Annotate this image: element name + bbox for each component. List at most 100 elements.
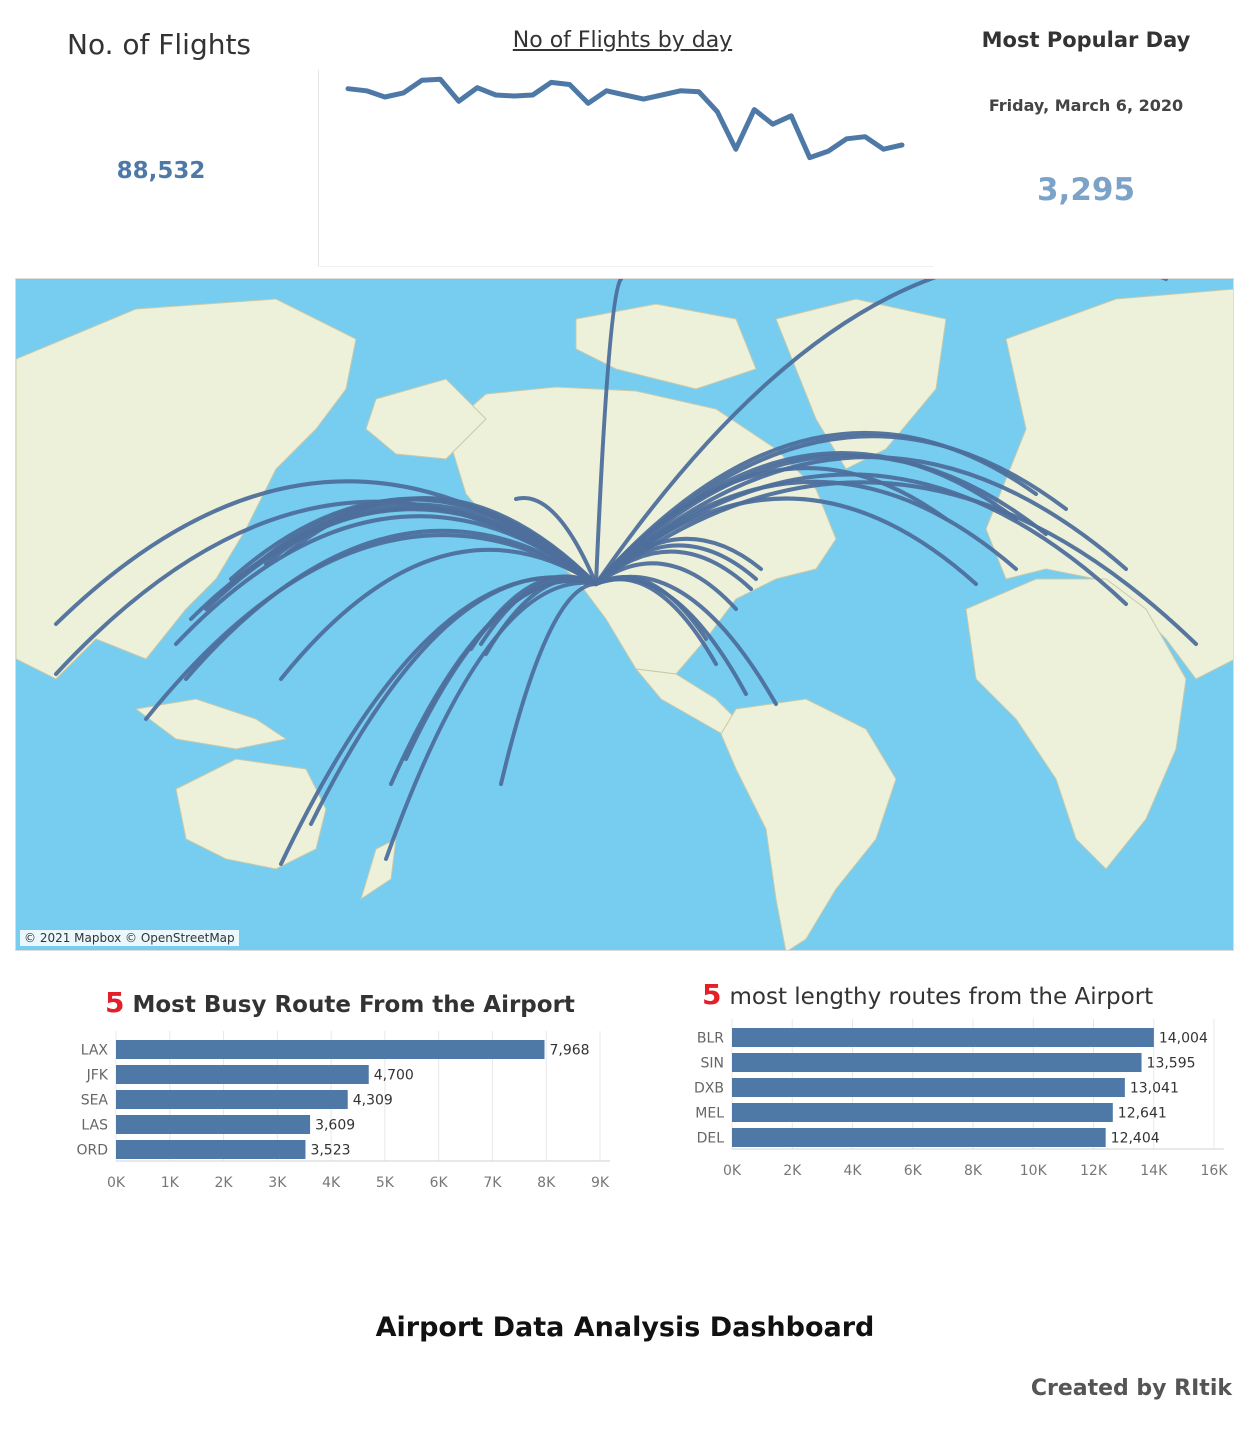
credit-text: Created by RItik <box>1030 1376 1232 1401</box>
bar-value-label: 4,700 <box>374 1068 414 1084</box>
bar[interactable] <box>732 1028 1154 1047</box>
route-arc[interactable] <box>174 514 598 646</box>
route-arc[interactable] <box>594 451 1018 586</box>
bar[interactable] <box>732 1128 1106 1147</box>
route-arc[interactable] <box>279 547 598 681</box>
popular-day-title: Most Popular Day <box>981 28 1191 52</box>
route-arc[interactable] <box>279 575 598 866</box>
busy-routes-title-text: Most Busy Route From the Airport <box>132 992 575 1018</box>
bar-value-label: 12,404 <box>1111 1131 1160 1147</box>
flight-routes <box>54 279 1198 866</box>
lengthy-routes-title-text: most lengthy routes from the Airport <box>729 984 1154 1010</box>
route-arc[interactable] <box>499 582 598 786</box>
x-tick-label: 0K <box>723 1163 742 1179</box>
bar-value-label: 3,609 <box>315 1118 355 1134</box>
x-tick-label: 12K <box>1080 1163 1108 1179</box>
category-label: MEL <box>695 1106 724 1122</box>
x-tick-label: 2K <box>783 1163 802 1179</box>
bar-value-label: 3,523 <box>310 1143 350 1159</box>
bar[interactable] <box>732 1053 1142 1072</box>
south-america-landmass <box>720 698 897 950</box>
x-tick-label: 6K <box>430 1175 449 1191</box>
busy-routes-bar-chart[interactable]: LAX 7,968 JFK 4,700 SEA 4,309 LAS 3,609 ORD 3,523… <box>60 1030 640 1200</box>
category-label: DXB <box>694 1081 724 1097</box>
route-arc[interactable] <box>309 575 598 826</box>
australia-landmass <box>175 758 327 870</box>
busy-routes-count: 5 <box>105 986 125 1019</box>
x-tick-label: 7K <box>483 1175 502 1191</box>
trend-divider <box>318 70 319 266</box>
popular-day-value: 3,295 <box>1036 172 1136 208</box>
category-label: ORD <box>76 1143 108 1159</box>
lengthy-routes-bar-chart[interactable]: BLR 14,004 SIN 13,595 DXB 13,041 MEL 12,641 DEL 1… <box>680 1018 1240 1188</box>
x-tick-label: 8K <box>964 1163 983 1179</box>
bar[interactable] <box>116 1140 306 1159</box>
route-arc[interactable] <box>594 279 1168 586</box>
category-label: LAS <box>81 1118 108 1134</box>
x-tick-label: 8K <box>537 1175 556 1191</box>
alaska-landmass <box>365 378 487 460</box>
route-arc[interactable] <box>594 536 763 586</box>
dashboard-title: Airport Data Analysis Dashboard <box>375 1312 875 1343</box>
canada-islands <box>575 303 757 390</box>
popular-day-date: Friday, March 6, 2020 <box>988 96 1184 115</box>
category-label: SIN <box>701 1056 725 1072</box>
indonesia-islands <box>134 698 288 750</box>
category-label: BLR <box>697 1031 724 1047</box>
bar[interactable] <box>732 1078 1125 1097</box>
category-label: LAX <box>81 1043 109 1059</box>
route-arc[interactable] <box>594 455 1128 586</box>
x-tick-label: 6K <box>904 1163 923 1179</box>
bar-value-label: 7,968 <box>550 1043 590 1059</box>
busy-routes-title: 5 Most Busy Route From the Airport <box>105 986 575 1019</box>
bar[interactable] <box>116 1090 348 1109</box>
route-arc[interactable] <box>144 533 598 721</box>
trend-bottom-divider <box>318 266 934 267</box>
trend-series-line[interactable] <box>345 76 905 161</box>
category-label: SEA <box>81 1093 109 1109</box>
route-arc[interactable] <box>404 578 598 761</box>
bar[interactable] <box>116 1065 369 1084</box>
kpi-title: No. of Flights <box>67 28 252 61</box>
lengthy-routes-title: 5 most lengthy routes from the Airport <box>702 978 1153 1011</box>
route-arc[interactable] <box>389 578 598 786</box>
route-arc[interactable] <box>184 528 598 681</box>
map-attribution[interactable]: © 2021 Mapbox © OpenStreetMap <box>20 930 239 946</box>
lengthy-routes-count: 5 <box>702 978 722 1011</box>
x-tick-label: 9K <box>591 1175 610 1191</box>
x-tick-label: 5K <box>376 1175 395 1191</box>
route-arc[interactable] <box>594 453 1048 586</box>
trend-title: No of Flights by day <box>512 28 733 53</box>
bar-value-label: 13,041 <box>1130 1081 1179 1097</box>
x-tick-label: 1K <box>161 1175 180 1191</box>
kpi-value: 88,532 <box>116 158 206 184</box>
route-arc[interactable] <box>594 561 738 611</box>
trend-line-chart[interactable] <box>330 60 920 180</box>
bar[interactable] <box>116 1040 545 1059</box>
bar-value-label: 12,641 <box>1118 1106 1167 1122</box>
category-label: JFK <box>86 1068 109 1084</box>
route-arc[interactable] <box>594 574 778 706</box>
route-map[interactable] <box>15 278 1234 951</box>
route-arc[interactable] <box>594 279 623 586</box>
x-tick-label: 0K <box>107 1175 126 1191</box>
route-map-canvas <box>16 279 1233 950</box>
x-tick-label: 4K <box>322 1175 341 1191</box>
bar[interactable] <box>116 1115 311 1134</box>
eurasia-landmass <box>16 298 357 680</box>
route-arc[interactable] <box>594 549 753 591</box>
bar[interactable] <box>732 1103 1113 1122</box>
route-arc[interactable] <box>514 496 598 586</box>
x-tick-label: 2K <box>215 1175 234 1191</box>
route-arc[interactable] <box>284 496 598 586</box>
x-tick-label: 14K <box>1140 1163 1168 1179</box>
bar-value-label: 13,595 <box>1147 1056 1196 1072</box>
route-arc[interactable] <box>594 480 1198 646</box>
bar-value-label: 14,004 <box>1159 1031 1208 1047</box>
x-tick-label: 10K <box>1020 1163 1048 1179</box>
africa-landmass <box>965 578 1187 870</box>
category-label: DEL <box>697 1131 725 1147</box>
x-tick-label: 4K <box>843 1163 862 1179</box>
route-arc[interactable] <box>384 580 598 861</box>
x-tick-label: 16K <box>1201 1163 1229 1179</box>
